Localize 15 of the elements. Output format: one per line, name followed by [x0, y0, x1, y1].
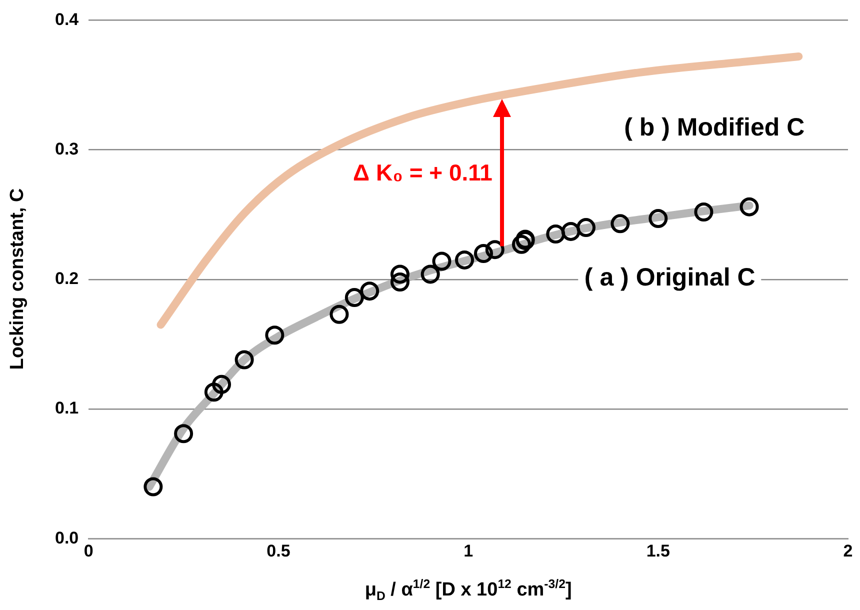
text: μ$_{D}$ / α$^{1/2}$ [D x 10$^{12}$ cm$^{-3/2}$]	[364, 576, 572, 603]
y-tick-label: 0.2	[54, 269, 79, 288]
y-tick-label: 0.4	[54, 10, 80, 29]
annotation: Δ K₀ = + 0.11	[353, 159, 492, 186]
y-tick-label: 0.3	[54, 139, 79, 158]
x-tick-label: 1	[464, 541, 474, 560]
y-axis-title: Locking constant, C	[7, 188, 29, 370]
x-tick-label: 0.5	[266, 541, 290, 560]
x-tick-label: 2	[843, 541, 853, 560]
x-tick-label: 1.5	[646, 541, 670, 560]
y-tick-label: 0.0	[54, 528, 79, 548]
series-label: ( a ) Original C	[578, 263, 762, 292]
x-tick-label: 0	[84, 541, 94, 560]
series-label: ( b ) Modified C	[618, 114, 811, 143]
y-tick-label: 0.1	[54, 398, 79, 418]
